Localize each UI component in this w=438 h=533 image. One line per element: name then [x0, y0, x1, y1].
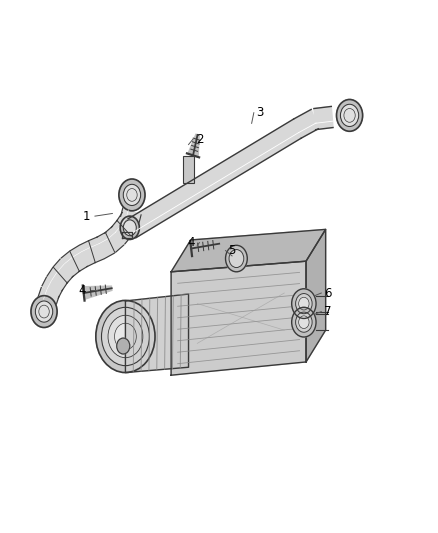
Polygon shape [117, 213, 137, 236]
Circle shape [117, 338, 130, 354]
Polygon shape [61, 252, 80, 277]
Polygon shape [97, 232, 114, 259]
Polygon shape [294, 109, 318, 138]
Polygon shape [89, 237, 104, 263]
Polygon shape [83, 286, 112, 300]
Circle shape [35, 301, 53, 322]
Circle shape [336, 100, 363, 131]
Text: 3: 3 [257, 106, 264, 119]
Polygon shape [314, 107, 333, 130]
Polygon shape [111, 220, 131, 244]
Circle shape [296, 294, 312, 314]
Circle shape [115, 323, 136, 350]
Text: 2: 2 [196, 133, 203, 146]
Polygon shape [47, 268, 67, 291]
Circle shape [229, 249, 244, 268]
Circle shape [123, 184, 141, 206]
Polygon shape [120, 208, 141, 223]
Polygon shape [42, 277, 63, 298]
Polygon shape [306, 229, 325, 362]
Circle shape [296, 312, 312, 332]
Polygon shape [128, 119, 301, 238]
Polygon shape [80, 241, 95, 266]
Circle shape [31, 296, 57, 327]
Circle shape [120, 216, 139, 239]
Text: 7: 7 [324, 305, 332, 318]
Circle shape [340, 104, 359, 126]
Circle shape [226, 245, 247, 272]
Text: 4: 4 [78, 284, 86, 297]
Text: 1: 1 [82, 209, 90, 223]
Polygon shape [125, 294, 188, 373]
Circle shape [123, 220, 136, 236]
Bar [184, 156, 194, 183]
Polygon shape [70, 246, 88, 272]
Circle shape [108, 316, 143, 358]
Polygon shape [191, 241, 219, 255]
Circle shape [299, 316, 309, 328]
Circle shape [292, 289, 316, 318]
Circle shape [119, 179, 145, 211]
Polygon shape [105, 227, 124, 252]
Polygon shape [53, 259, 73, 284]
Polygon shape [171, 229, 325, 272]
Circle shape [292, 308, 316, 337]
Text: 5: 5 [228, 244, 236, 257]
Text: 6: 6 [324, 287, 332, 300]
Circle shape [299, 297, 309, 310]
Polygon shape [188, 134, 199, 157]
Polygon shape [171, 261, 306, 375]
Circle shape [102, 308, 149, 366]
Text: 4: 4 [187, 236, 194, 249]
Circle shape [96, 301, 155, 373]
Polygon shape [38, 287, 59, 305]
